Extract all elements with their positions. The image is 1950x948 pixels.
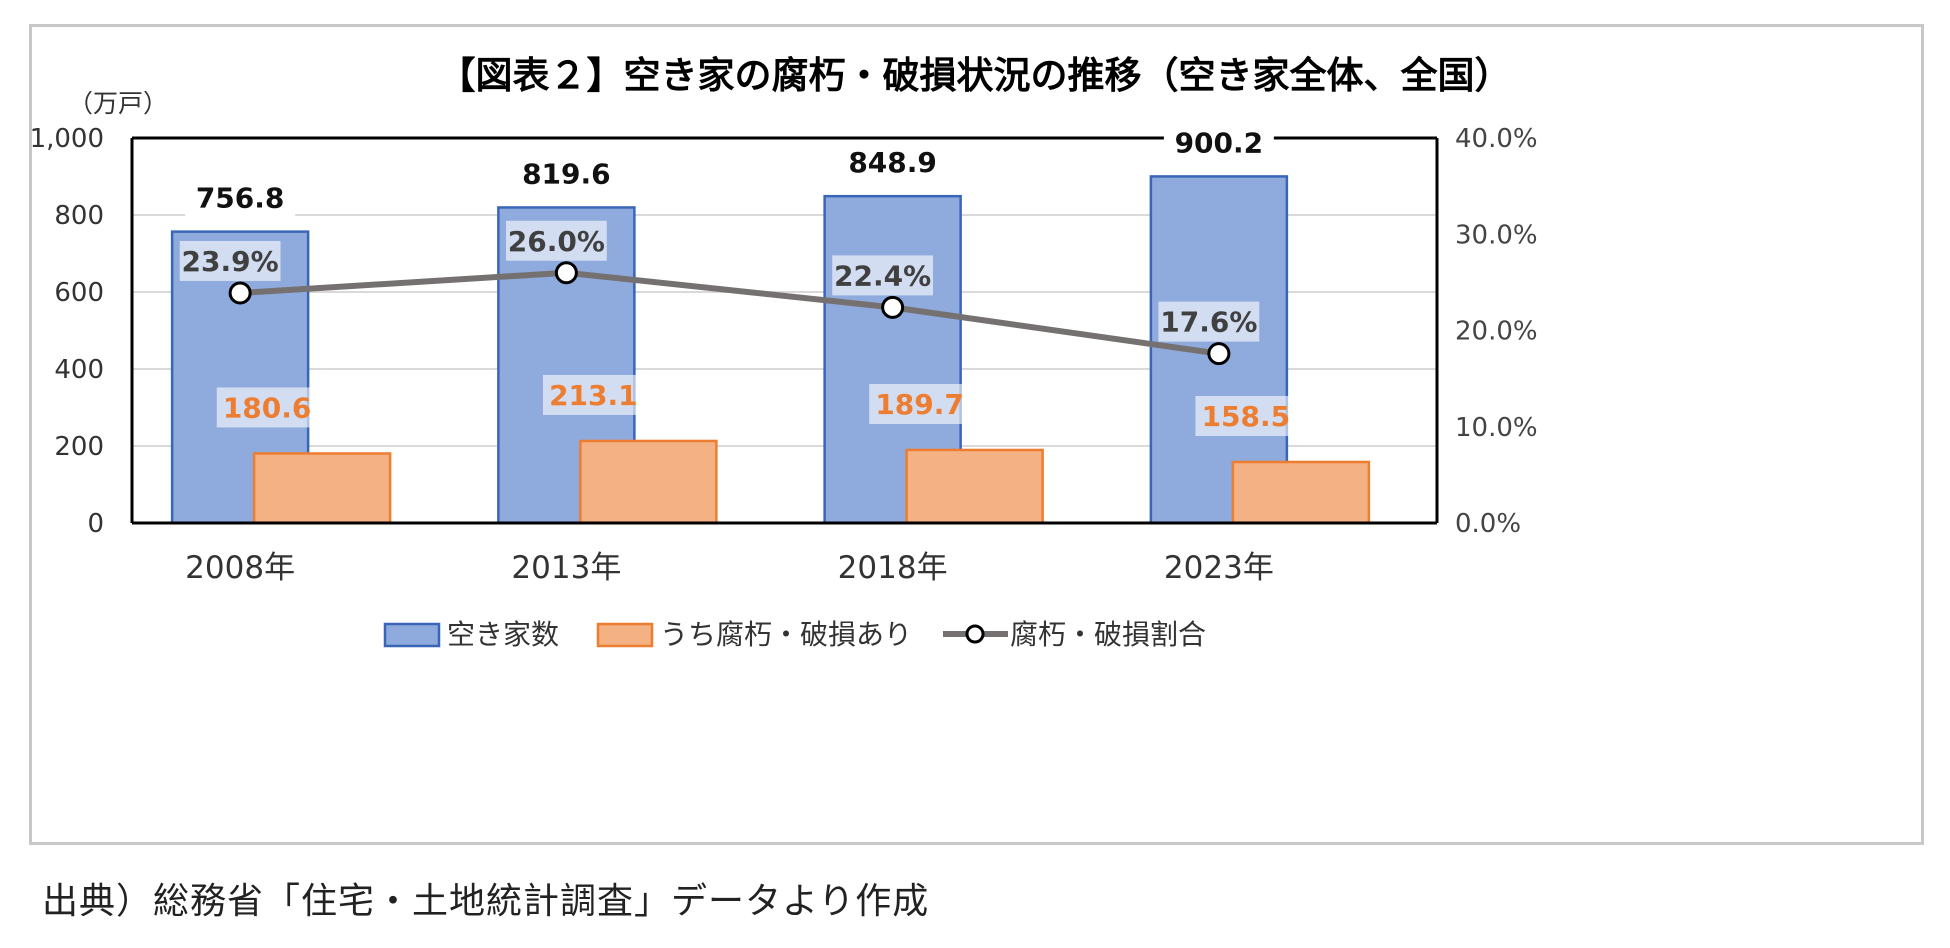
legend: 空き家数 うち腐朽・破損あり 腐朽・破損割合 [383,618,1206,651]
akiya-label-bg-2013年 [511,151,622,196]
ratio-marker-2008年 [228,281,252,305]
bar-damaged-2008年 [252,452,392,525]
akiya-label-bg-2008年 [185,175,296,220]
y2-tick-label: 40.0% [1455,124,1538,154]
y-unit-label: （万戸） [68,89,168,118]
akiya-label-bg-2023年 [1163,120,1274,165]
chart-text: 【図表２】空き家の腐朽・破損状況の推移（空き家全体、全国） （万戸） 0 200 400… [30,54,1538,586]
akiya-label-2023年: 900.2 [1175,126,1264,159]
damaged-label-2018年-bg [869,383,971,424]
y-tick-label: 400 [54,355,104,385]
ratio-line-path [239,269,1220,357]
legend-label-damaged: うち腐朽・破損あり [660,618,912,651]
legend-label-akiya: 空き家数 [447,618,559,651]
y2-tick-label: 20.0% [1455,317,1538,347]
x-tick-label: 2008年 [185,550,295,586]
ratio-marker-2023年 [1207,342,1231,366]
x-tick-label: 2018年 [838,550,948,586]
data-labels: 756.8 819.6 848.9 900.2 180.6 213.1 189.7 158.5… [179,120,1297,436]
ratio-line [228,261,1231,366]
legend-swatch-damaged [596,622,654,648]
y-tick-label: 0 [87,509,104,539]
ratio-label-2023年-bg [1158,301,1260,342]
source-note: 出典）総務省「住宅・土地統計調査」データより作成 [42,881,930,922]
x-tick-label: 2013年 [511,550,621,586]
damaged-label-2013年-bg [542,374,644,415]
ratio-marker-2018年 [881,295,905,319]
y2-tick-label: 10.0% [1455,413,1538,443]
y-tick-label: 800 [54,201,104,231]
y-tick-label: 600 [54,278,104,308]
damaged-label-2013年: 213.1 [549,379,638,412]
legend-swatch-akiya [383,622,441,648]
legend-label-ratio: 腐朽・破損割合 [1010,618,1206,651]
legend-marker-ratio [965,624,985,644]
damaged-label-2023年: 158.5 [1202,400,1291,433]
damaged-label-2018年: 189.7 [875,388,964,421]
y-tick-label: 200 [54,432,104,462]
ratio-label-2013年: 26.0% [508,225,605,258]
chart-title: 【図表２】空き家の腐朽・破損状況の推移（空き家全体、全国） [439,54,1512,97]
y-tick-label: 1,000 [30,124,104,154]
ratio-label-2018年: 22.4% [834,259,931,292]
damaged-label-2008年: 180.6 [223,392,312,425]
x-tick-label: 2023年 [1164,550,1274,586]
akiya-label-2018年: 848.9 [848,146,937,179]
damaged-label-2008年-bg [216,387,318,428]
akiya-label-2008年: 756.8 [196,182,285,215]
y2-tick-label: 30.0% [1455,220,1538,250]
ratio-label-2018年-bg [832,255,934,296]
ratio-label-2008年: 23.9% [182,245,279,278]
y2-tick-label: 0.0% [1455,509,1521,539]
bar-damaged-2023年 [1231,460,1371,525]
ratio-label-2008年-bg [179,240,281,281]
bar-damaged-2013年 [579,439,718,525]
akiya-label-bg-2018年 [837,140,948,185]
ratio-marker-2013年 [554,261,578,285]
akiya-label-2013年: 819.6 [522,157,611,190]
ratio-label-2013年-bg [505,220,607,261]
damaged-label-2023年-bg [1195,395,1297,436]
chart-frame [29,24,1924,845]
bar-damaged-2018年 [905,448,1044,525]
ratio-label-2023年: 17.6% [1160,306,1257,339]
